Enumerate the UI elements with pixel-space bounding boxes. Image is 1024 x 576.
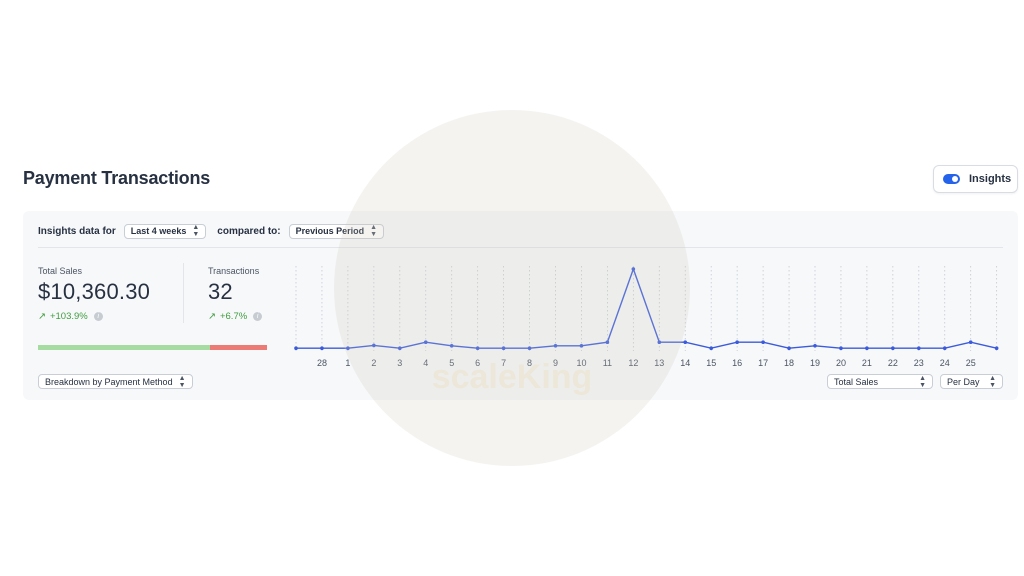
x-tick-label: 11 (603, 358, 612, 368)
period-select[interactable]: Last 4 weeks ▲ ▼ (123, 223, 207, 239)
chart-point[interactable] (657, 340, 662, 344)
total-sales-metric: Total Sales $10,360.30 ↗ +103.9% i (38, 266, 150, 322)
chart-point[interactable] (994, 346, 999, 350)
x-tick-label: 18 (784, 358, 794, 368)
chart-point[interactable] (553, 344, 558, 348)
chart-point[interactable] (839, 346, 843, 350)
chart-point[interactable] (968, 340, 973, 344)
select-arrows-icon: ▲ ▼ (989, 374, 996, 389)
filter-prefix-label: Insights data for (38, 225, 116, 237)
ratio-bar-negative (209, 345, 267, 350)
select-arrows-icon: ▲ ▼ (192, 224, 200, 238)
x-tick-label: 22 (888, 358, 898, 368)
x-tick-label: 7 (501, 358, 506, 368)
page-title: Payment Transactions (23, 168, 211, 188)
total-sales-change: ↗ +103.9% i (38, 311, 150, 322)
x-tick-label: 14 (680, 358, 690, 368)
chart-point[interactable] (709, 346, 713, 350)
chart-point[interactable] (787, 346, 791, 350)
x-tick-label: 13 (654, 358, 664, 368)
chart-point[interactable] (579, 344, 584, 348)
trend-up-icon: ↗ (208, 311, 216, 322)
chart-point[interactable] (631, 267, 636, 271)
insights-toggle[interactable]: Insights (933, 165, 1018, 193)
breakdown-select[interactable]: Breakdown by Payment Method ▲ ▼ (38, 374, 193, 389)
x-tick-label: 15 (706, 358, 716, 368)
insights-panel: Insights data for Last 4 weeks ▲ ▼ compar… (23, 211, 1018, 400)
transactions-change: ↗ +6.7% i (208, 311, 263, 322)
chart-point[interactable] (942, 346, 947, 350)
select-arrows-icon: ▲ ▼ (178, 374, 186, 389)
metric-select-value: Total Sales (834, 376, 879, 387)
chart-point[interactable] (501, 346, 506, 350)
chart-point[interactable] (761, 340, 765, 344)
metric-select[interactable]: Total Sales ▲ ▼ (827, 374, 933, 389)
chart-point[interactable] (865, 346, 869, 350)
x-tick-label: 9 (553, 358, 558, 368)
chart-point[interactable] (294, 346, 298, 350)
x-tick-label: 10 (576, 358, 586, 368)
x-tick-label: 8 (527, 358, 532, 368)
period-select-value: Last 4 weeks (130, 226, 187, 236)
chart-point[interactable] (605, 340, 610, 344)
x-tick-label: 24 (940, 358, 950, 368)
breakdown-select-value: Breakdown by Payment Method (45, 376, 173, 387)
chart-point[interactable] (320, 346, 324, 350)
ratio-bar-positive (38, 345, 210, 350)
insights-toggle-label: Insights (969, 173, 1012, 185)
x-tick-label: 19 (810, 358, 820, 368)
chart-point[interactable] (683, 340, 688, 344)
chart-point[interactable] (527, 346, 532, 350)
sales-ratio-bar (38, 345, 267, 350)
sales-line-chart: 28 1 2 3 4 5 6 7 8 9 10 11 12 13 14 15 16 17 18 19 20 21 22 23 2… (294, 266, 999, 368)
x-tick-label: 2 (371, 358, 376, 368)
x-tick-label: 5 (449, 358, 454, 368)
total-sales-change-value: +103.9% (49, 311, 88, 322)
select-arrows-icon: ▲ ▼ (370, 224, 378, 238)
x-tick-label: 6 (475, 358, 480, 368)
info-icon[interactable]: i (93, 312, 103, 321)
chart-point[interactable] (917, 346, 921, 350)
chart-point[interactable] (346, 346, 350, 350)
chart-point[interactable] (398, 346, 402, 350)
chart-point[interactable] (449, 344, 454, 348)
metric-divider (183, 263, 184, 323)
x-tick-label: 23 (914, 358, 924, 368)
info-icon[interactable]: i (253, 312, 263, 321)
total-sales-value: $10,360.30 (38, 279, 151, 304)
chart-point[interactable] (475, 346, 480, 350)
x-tick-label: 12 (628, 358, 638, 368)
comparison-select-value: Previous Period (295, 226, 365, 236)
trend-up-icon: ↗ (38, 311, 46, 322)
chart-point[interactable] (372, 343, 376, 348)
comparison-select[interactable]: Previous Period ▲ ▼ (288, 223, 385, 239)
transactions-metric: Transactions 32 ↗ +6.7% i (208, 266, 263, 322)
chart-series-line (296, 266, 997, 349)
x-tick-label: 3 (397, 358, 402, 368)
panel-divider (38, 247, 1003, 248)
x-tick-label: 16 (732, 358, 742, 368)
transactions-value: 32 (208, 279, 233, 304)
chart-point[interactable] (423, 340, 428, 344)
chart-point[interactable] (735, 340, 739, 344)
filter-row: Insights data for Last 4 weeks ▲ ▼ compar… (38, 223, 385, 239)
interval-select[interactable]: Per Day ▲ ▼ (940, 374, 1003, 389)
transactions-change-value: +6.7% (219, 311, 248, 322)
x-tick-label: 21 (862, 358, 872, 368)
select-arrows-icon: ▲ ▼ (919, 374, 926, 389)
x-tick-label: 20 (836, 358, 846, 368)
toggle-switch-icon[interactable] (943, 174, 960, 184)
x-tick-label: 25 (966, 358, 976, 368)
total-sales-label: Total Sales (38, 266, 83, 276)
x-tick-label: 1 (345, 358, 350, 368)
transactions-label: Transactions (208, 266, 260, 276)
x-tick-label: 4 (423, 358, 428, 368)
chart-point[interactable] (891, 346, 895, 350)
compared-label: compared to: (217, 225, 281, 237)
interval-select-value: Per Day (947, 376, 980, 387)
x-tick-label: 28 (317, 358, 327, 368)
x-tick-label: 17 (758, 358, 768, 368)
chart-point[interactable] (813, 344, 817, 348)
